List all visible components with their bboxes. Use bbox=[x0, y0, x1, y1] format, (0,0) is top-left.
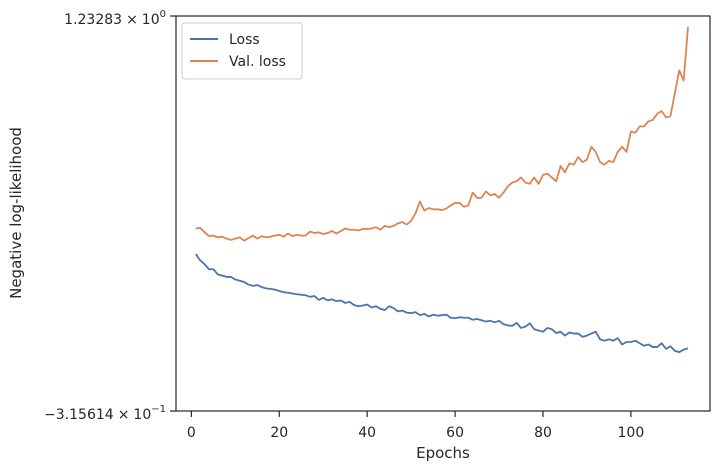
x-tick-label-100: 100 bbox=[618, 425, 645, 441]
x-tick-label-60: 60 bbox=[446, 425, 464, 441]
legend-box bbox=[181, 22, 303, 80]
legend-label-loss: Loss bbox=[229, 32, 260, 48]
y-tick-label-bottom: −3.15614 × 10−1 bbox=[44, 404, 166, 423]
legend: Loss Val. loss bbox=[181, 22, 303, 80]
x-axis-label: Epochs bbox=[416, 444, 470, 462]
series-line-loss bbox=[195, 253, 689, 354]
legend-label-val-loss: Val. loss bbox=[229, 54, 286, 70]
x-tick-label-40: 40 bbox=[358, 425, 376, 441]
plot-frame bbox=[175, 15, 711, 412]
series-line-val-loss bbox=[195, 26, 689, 242]
series-layer bbox=[195, 26, 689, 354]
x-axis: 0 20 40 60 80 100 bbox=[187, 411, 644, 441]
y-axis-label: Negative log-likelihood bbox=[7, 127, 25, 299]
x-tick-label-20: 20 bbox=[270, 425, 288, 441]
x-tick-label-80: 80 bbox=[534, 425, 552, 441]
plot-area bbox=[176, 16, 710, 411]
x-tick-label-0: 0 bbox=[187, 425, 196, 441]
y-tick-label-top: 1.23283 × 100 bbox=[64, 9, 166, 28]
